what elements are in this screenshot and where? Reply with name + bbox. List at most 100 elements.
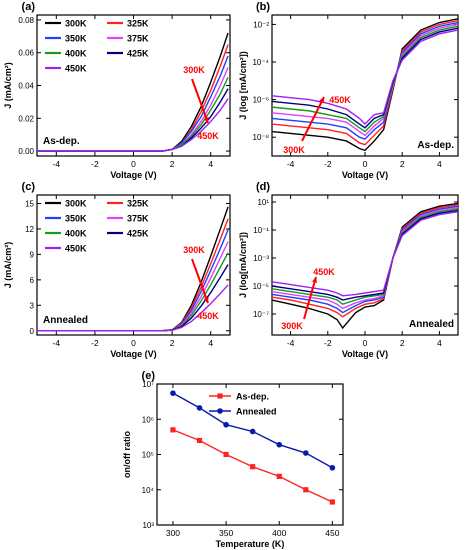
y-tick-label: 12: [25, 225, 34, 234]
panel-label: (c): [22, 181, 36, 193]
legend-marker: [217, 408, 223, 414]
y-tick-label: 10⁷: [142, 380, 154, 389]
annotation-label: As-dep.: [417, 140, 454, 151]
series-group: [170, 390, 336, 505]
x-tick-label: 450: [325, 528, 339, 538]
data-point: [223, 451, 229, 458]
trend-arrow: [191, 78, 209, 124]
y-tick-label: 10⁻¹: [253, 226, 269, 235]
y-tick-label: 0: [30, 327, 35, 336]
data-point: [276, 441, 283, 448]
series-line-400K: [272, 25, 458, 133]
data-point: [276, 473, 282, 479]
x-tick-label: 0: [131, 338, 136, 348]
x-tick-label: 0: [363, 338, 368, 348]
x-tick-label: 4: [437, 159, 442, 169]
arrow-head: [312, 277, 318, 283]
y-tick-label: 15: [25, 199, 34, 208]
legend-marker: [217, 393, 223, 399]
arrow-head: [203, 117, 209, 123]
legend-label: 350K: [65, 34, 87, 44]
x-tick-label: -2: [324, 159, 332, 169]
y-tick-label: 10⁻⁷: [253, 310, 269, 319]
trend-arrow: [303, 276, 317, 320]
y-tick-label: 0.04: [18, 82, 34, 91]
data-point: [303, 450, 309, 456]
y-axis-label: J (mA/cm²): [3, 242, 13, 289]
x-tick-label: 400: [272, 528, 286, 538]
series-line-425K: [272, 27, 458, 129]
y-tick-label: 0.06: [18, 49, 34, 58]
series-line-325K: [272, 204, 458, 318]
y-tick-label: 10⁻³: [253, 254, 269, 263]
legend-label: 425K: [127, 49, 149, 59]
x-tick-label: -4: [287, 159, 295, 169]
legend-label: As-dep.: [236, 392, 269, 402]
x-tick-label: 0: [131, 159, 136, 169]
x-axis-label: Voltage (V): [342, 170, 388, 180]
legend-label: 325K: [127, 199, 149, 209]
legend-label: 375K: [127, 34, 149, 44]
legend-label: 300K: [65, 19, 87, 29]
y-tick-label: 10¹: [257, 198, 269, 207]
y-tick-label: 10⁻⁶: [253, 96, 269, 105]
series-line-325K: [272, 19, 458, 146]
x-tick-label: 2: [170, 159, 175, 169]
arrow-end-label: 450K: [197, 131, 219, 141]
x-axis-label: Voltage (V): [110, 170, 156, 180]
legend-label: 325K: [127, 19, 149, 29]
panel-b: (b) -4 -2 0 2 4 10⁻⁸ 10⁻⁶ 10⁻⁴ 10⁻² Voltage (V) J (…: [238, 1, 459, 180]
y-tick-label: 9: [30, 250, 35, 259]
arrow-end-label: 450K: [313, 267, 335, 277]
y-tick-label: 0.08: [18, 16, 34, 25]
x-axis-label: Voltage (V): [342, 349, 388, 359]
arrow-start-label: 300K: [281, 321, 303, 331]
x-tick-label: 2: [400, 338, 405, 348]
series-line-300K: [272, 18, 458, 152]
y-tick-label: 10⁴: [142, 486, 155, 495]
x-tick-label: -4: [53, 338, 61, 348]
data-point: [196, 437, 203, 444]
arrow-start-label: 300K: [183, 65, 205, 75]
y-axis-label: on/off ratio: [122, 431, 132, 478]
data-point: [303, 487, 309, 493]
legend-label: 375K: [127, 214, 149, 224]
y-tick-label: 0.02: [18, 114, 34, 123]
x-tick-label: -2: [91, 338, 99, 348]
x-tick-label: -2: [324, 338, 332, 348]
annotation-label: Annealed: [43, 315, 88, 326]
series-line-375K: [272, 23, 458, 137]
y-tick-label: 10⁻²: [253, 20, 269, 29]
series-line-450K: [272, 29, 458, 126]
arrow-start-label: 300K: [283, 145, 305, 155]
arrow-end-label: 450K: [197, 311, 219, 321]
y-axis-label: J (mA/cm²): [3, 62, 13, 109]
series-line-350K: [272, 205, 458, 314]
series-group: [37, 32, 229, 152]
legend-label: 400K: [65, 49, 87, 59]
y-tick-label: 10⁻⁸: [253, 133, 270, 142]
series-line-400K: [272, 208, 458, 305]
x-tick-label: 4: [208, 338, 213, 348]
series-group: [37, 206, 229, 332]
panel-label: (d): [256, 181, 270, 193]
data-point: [329, 499, 335, 505]
panel-e: (e) 300 350 400 450 10³ 10⁴ 10⁵ 10⁶ 10⁷ Temperatur…: [122, 370, 344, 549]
legend-label: 450K: [65, 244, 87, 254]
series-line-350K: [272, 21, 458, 140]
legend-label: 300K: [65, 199, 87, 209]
x-tick-label: 350: [219, 528, 233, 538]
x-tick-label: 4: [208, 159, 213, 169]
x-tick-label: 2: [400, 159, 405, 169]
series-line-425K: [272, 209, 458, 301]
arrow-head: [319, 97, 324, 103]
data-point: [196, 405, 203, 411]
plot-frame: [156, 383, 344, 526]
y-axis-label: J (log[mA/cm²]): [238, 232, 248, 298]
series-line-450K: [272, 211, 458, 297]
y-tick-label: 6: [30, 276, 35, 285]
panel-a: (a) -4 -2 0 2 4 0.00 0.02 0.04 0.06 0.08 Voltage (V…: [3, 1, 231, 180]
arrow-end-label: 450K: [329, 95, 351, 105]
arrow-head: [203, 297, 209, 303]
x-tick-label: 300: [166, 528, 180, 538]
